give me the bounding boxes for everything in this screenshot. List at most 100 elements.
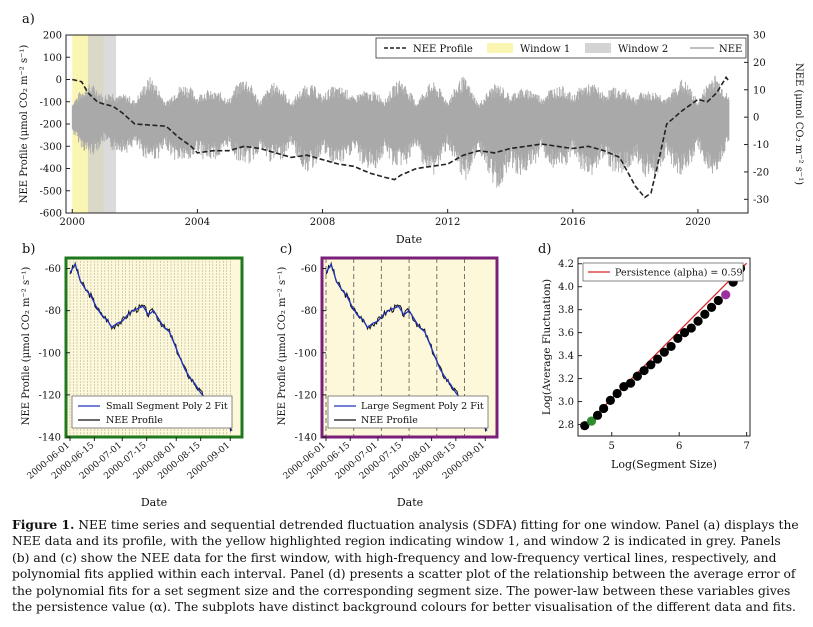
figure-svg: a) 2000 2004 2008 2012 2016 2020-600-500-400-…: [19, 12, 804, 509]
d-y-tick-label: 2.8: [558, 420, 574, 431]
panel-b: b) -140-120-100-80-602000-06-012000-06-1…: [21, 242, 244, 509]
a-yl-tick-label: -600: [40, 209, 62, 220]
a-yl-tick-label: -100: [40, 97, 62, 108]
panel-a-xlabel: Date: [396, 233, 422, 246]
panel-a-legend: NEE Profile Window 1 Window 2 NEE: [375, 37, 747, 59]
panel-c-segment-lines: [325, 258, 465, 437]
legend-c-box: [327, 395, 489, 429]
legend-d-box: [582, 262, 744, 282]
a-yr-tick-label: -30: [753, 195, 769, 206]
a-yl-tick-label: 0: [56, 75, 62, 86]
scatter-point: [592, 410, 603, 420]
scatter-point: [639, 365, 649, 376]
panel-b-legend: Small Segment Poly 2 Fit NEE Profile: [71, 395, 233, 429]
scatter-point: [700, 309, 710, 319]
figure-caption-label: Figure 1.: [12, 517, 75, 532]
panel-b-xlabel: Date: [141, 496, 167, 509]
panel-d-legend: Persistence (alpha) = 0.59: [582, 262, 744, 282]
panel-d-frame: [577, 257, 751, 437]
scatter-point: [599, 403, 609, 414]
panel-d-xlabel: Log(Segment Size): [611, 458, 717, 471]
a-yl-tick-label: 100: [43, 53, 62, 64]
a-yr-tick-label: 30: [753, 31, 766, 42]
panel-b-label: b): [22, 242, 35, 257]
nee-series-line: [71, 75, 730, 188]
panel-b-ylabel: NEE Profile (μmol CO₂ m⁻² s⁻¹): [21, 267, 32, 426]
y-tick-label: -140: [39, 433, 61, 444]
a-yr-tick-label: 10: [753, 85, 766, 96]
panel-c-label: c): [280, 242, 292, 257]
scatter-point: [612, 388, 622, 399]
scatter-point: [626, 378, 636, 388]
legend-a-window2-swatch: [585, 43, 611, 53]
a-yl-tick-label: -400: [40, 164, 62, 175]
panel-c-xlabel: Date: [397, 496, 423, 509]
d-x-tick-label: 5: [609, 441, 615, 452]
d-y-tick-label: 3.8: [558, 305, 574, 316]
panel-b-frame: [64, 256, 244, 439]
y-tick-label: -100: [39, 348, 61, 359]
legend-c-fit-label: Large Segment Poly 2 Fit: [361, 401, 484, 412]
panel-c-legend: Large Segment Poly 2 Fit NEE Profile: [327, 395, 489, 429]
panel-a-nee-series: [71, 75, 730, 188]
a-yr-tick-label: -10: [753, 140, 769, 151]
a-x-tick-label: 2016: [560, 217, 585, 228]
scatter-point: [605, 395, 615, 405]
legend-a-window2-label: Window 2: [618, 44, 668, 55]
d-y-tick-label: 3.4: [558, 351, 574, 362]
scatter-point: [679, 328, 690, 338]
a-x-tick-label: 2012: [435, 217, 460, 228]
scatter-point: [686, 323, 696, 333]
a-yl-tick-label: -500: [40, 186, 62, 197]
legend-d-fit-label: Persistence (alpha) = 0.59: [615, 268, 743, 279]
panel-a-ylabel-left: NEE Profile (μmol CO₂ m⁻² s⁻¹): [19, 45, 30, 204]
scatter-point: [706, 302, 717, 312]
a-yl-tick-label: -300: [40, 142, 62, 153]
d-y-tick-label: 3.0: [558, 397, 574, 408]
d-y-tick-label: 4.0: [558, 282, 574, 293]
y-tick-label: -120: [39, 390, 61, 401]
panel-c-frame: [320, 256, 499, 439]
panel-c-ylabel: NEE Profile (μmol CO₂ m⁻² s⁻¹): [277, 267, 288, 426]
a-x-tick-label: 2008: [310, 217, 335, 228]
scatter-point: [666, 341, 676, 352]
scatter-point-highlight-purple: [721, 290, 731, 300]
panel-d-ylabel: Log(Average Fluctuation): [541, 279, 553, 415]
d-y-tick-label: 4.2: [558, 259, 574, 270]
scatter-point: [659, 347, 669, 357]
scatter-point: [580, 421, 590, 431]
panel-c: c) -140-120-100-80-602000-06-012000-06-1…: [277, 242, 499, 509]
legend-a-nee-label: NEE: [719, 44, 742, 55]
y-tick-label: -60: [45, 264, 61, 275]
legend-a-window1-swatch: [487, 43, 513, 53]
scatter-point-highlight-green: [586, 416, 597, 426]
a-x-tick-label: 2004: [185, 217, 210, 228]
d-x-tick-label: 6: [676, 441, 682, 452]
y-tick-label: -60: [301, 264, 317, 275]
legend-a-profile-label: NEE Profile: [413, 44, 473, 55]
nee-profile-line: [72, 75, 730, 199]
legend-b-profile-label: NEE Profile: [106, 415, 163, 426]
scatter-point: [673, 333, 683, 343]
scatter-point: [646, 360, 656, 370]
panel-a-axes: 2000 2004 2008 2012 2016 2020-600-500-400-300…: [40, 31, 770, 229]
a-x-tick-label: 2000: [60, 217, 85, 228]
d-y-tick-label: 3.6: [558, 328, 574, 339]
legend-a-window1-label: Window 1: [520, 44, 570, 55]
figure-caption-text: NEE time series and sequential detrended…: [12, 518, 799, 615]
figure-caption: Figure 1. NEE time series and sequential…: [12, 517, 802, 615]
panel-a-label: a): [22, 12, 35, 27]
scatter-point: [632, 371, 642, 381]
a-yl-tick-label: 200: [43, 31, 62, 42]
scatter-point: [693, 316, 703, 326]
a-x-tick-label: 2020: [685, 217, 710, 228]
panel-d-axes: 5 6 7 2.8 3.0 3.2 3.4 3.6 3.8 4.0 4.2: [558, 259, 750, 452]
panel-a-ylabel-right: NEE (μmol CO₂ m⁻² s⁻¹): [793, 63, 804, 185]
legend-b-box: [71, 395, 233, 429]
panel-a-profile-series: [72, 75, 730, 199]
y-tick-label: -140: [295, 433, 317, 444]
a-yl-tick-label: -200: [40, 120, 62, 131]
a-yr-tick-label: 0: [753, 113, 759, 124]
a-yr-tick-label: -20: [753, 167, 769, 178]
d-y-tick-label: 3.2: [558, 374, 574, 385]
